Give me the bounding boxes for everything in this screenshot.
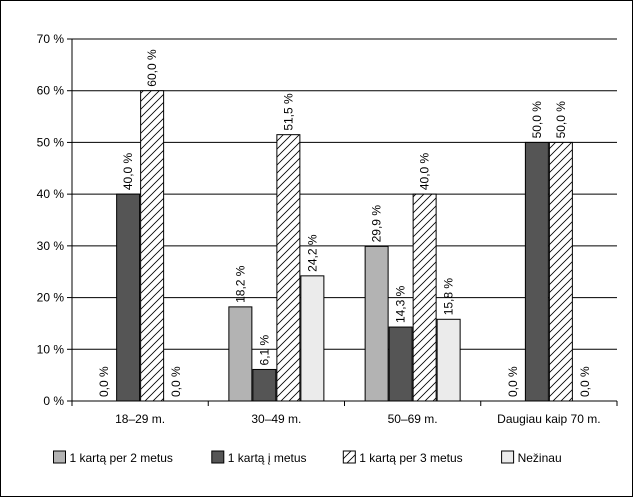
bar-nezinau bbox=[436, 318, 461, 402]
data-labels: 0,0 % 18,2 % 29,9 % 0,0 % 40,0 % 6,1 % 14,3 % 5… bbox=[97, 49, 592, 397]
y-tick-label: 20 % bbox=[37, 291, 65, 305]
bar-1-karta-i-metus bbox=[524, 141, 549, 402]
legend-label: 1 kartą per 2 metus bbox=[70, 451, 173, 465]
axes: 0 % 10 % 20 % 30 % 40 % 50 % 60 % 70 % 18–29 m. 3… bbox=[37, 32, 618, 426]
x-tick-label: Daugiau kaip 70 m. bbox=[497, 412, 600, 426]
data-label: 40,0 % bbox=[418, 152, 432, 190]
data-label: 51,5 % bbox=[281, 93, 295, 131]
data-label: 0,0 % bbox=[506, 366, 520, 397]
y-tick-label: 50 % bbox=[37, 135, 65, 149]
bars bbox=[116, 90, 573, 402]
data-label: 60,0 % bbox=[145, 49, 159, 87]
data-label: 15,8 % bbox=[442, 278, 456, 316]
legend: 1 kartą per 2 metus 1 kartą į metus 1 kart… bbox=[53, 450, 562, 465]
y-tick-label: 0 % bbox=[43, 394, 64, 408]
x-tick-label: 30–49 m. bbox=[251, 412, 301, 426]
data-label: 0,0 % bbox=[97, 366, 111, 397]
bar-1-karta-i-metus bbox=[116, 193, 141, 402]
legend-swatch-1-karta-i-metus bbox=[211, 450, 225, 464]
legend-label: 1 kartą per 3 metus bbox=[359, 451, 462, 465]
data-label: 40,0 % bbox=[121, 152, 135, 190]
y-tick-label: 70 % bbox=[37, 32, 65, 46]
data-label: 24,2 % bbox=[305, 234, 319, 272]
data-label: 50,0 % bbox=[530, 101, 544, 139]
y-tick-label: 60 % bbox=[37, 84, 65, 98]
bar-1-karta-per-3-metus bbox=[276, 134, 301, 402]
y-tick-label: 30 % bbox=[37, 239, 65, 253]
bar-1-karta-per-3-metus bbox=[548, 141, 573, 402]
legend-label: 1 kartą į metus bbox=[228, 451, 307, 465]
data-label: 50,0 % bbox=[554, 101, 568, 139]
x-tick-label: 18–29 m. bbox=[115, 412, 165, 426]
bar-1-karta-per-3-metus bbox=[140, 90, 165, 402]
y-tick-label: 10 % bbox=[37, 342, 65, 356]
data-label: 0,0 % bbox=[169, 366, 183, 397]
data-label: 18,2 % bbox=[233, 265, 247, 303]
bar-1-karta-i-metus bbox=[388, 326, 413, 402]
bar-1-karta-i-metus bbox=[252, 368, 277, 402]
bar-1-karta-per-2-metus bbox=[364, 245, 389, 402]
data-label: 29,9 % bbox=[370, 205, 384, 243]
bar-1-karta-per-2-metus bbox=[228, 306, 253, 402]
bar-1-karta-per-3-metus bbox=[412, 193, 437, 402]
legend-swatch-1-karta-per-2-metus bbox=[53, 450, 66, 464]
data-label: 0,0 % bbox=[578, 366, 592, 397]
y-tick-label: 40 % bbox=[37, 187, 65, 201]
legend-label: Nežinau bbox=[518, 451, 562, 465]
x-tick-label: 50–69 m. bbox=[388, 412, 438, 426]
legend-swatch-nezinau bbox=[501, 450, 515, 464]
legend-swatch-1-karta-per-3-metus bbox=[342, 450, 356, 464]
data-label: 6,1 % bbox=[257, 334, 271, 365]
bar-nezinau bbox=[300, 275, 325, 402]
data-label: 14,3 % bbox=[394, 285, 408, 323]
